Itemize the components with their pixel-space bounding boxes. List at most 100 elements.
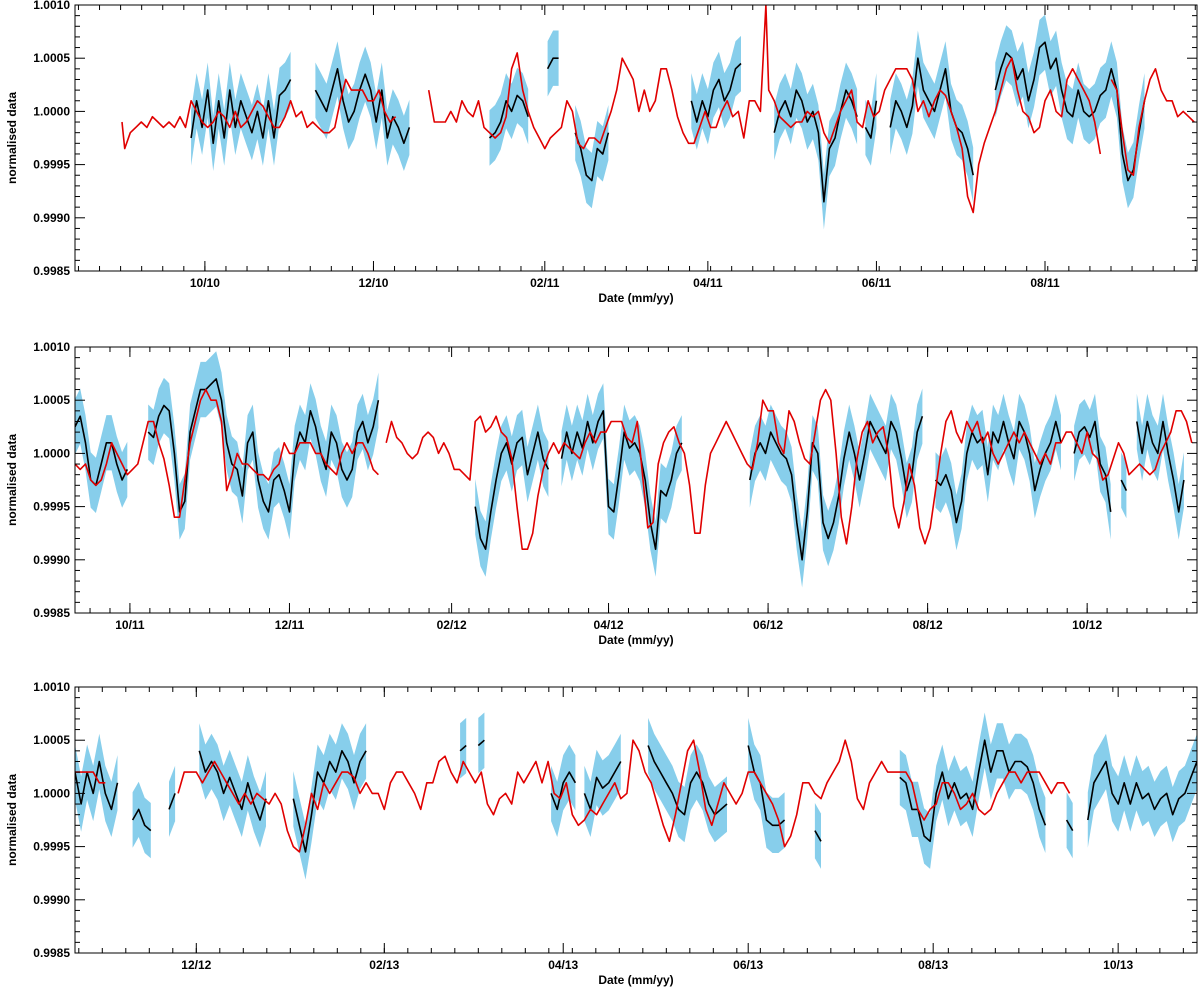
x-axis-title: Date (mm/yy) xyxy=(598,973,673,987)
chart-panel-2: 0.9985 0.9990 0.9995 1.0000 1.0005 1.0010 10/1… xyxy=(5,340,1198,647)
y-tick-label: 1.0005 xyxy=(33,733,70,747)
y-tick-label: 0.9985 xyxy=(33,606,70,620)
uncertainty-band xyxy=(293,723,367,880)
observed-series-line xyxy=(864,100,878,139)
model-series-line xyxy=(121,78,397,150)
x-tick-label: 10/12 xyxy=(1072,618,1102,632)
observed-series-line xyxy=(546,57,559,70)
observed-series-line xyxy=(899,739,1047,843)
uncertainty-band xyxy=(315,41,410,172)
observed-series-line xyxy=(1136,420,1185,513)
x-tick-label: 08/13 xyxy=(918,958,948,972)
observed-series-line xyxy=(690,62,742,123)
observed-series-line xyxy=(889,57,974,176)
x-tick-label: 08/11 xyxy=(1030,276,1060,290)
observed-series-line xyxy=(550,771,577,811)
model-series-line xyxy=(177,739,1071,853)
x-axis-title: Date (mm/yy) xyxy=(598,633,673,647)
observed-series-line xyxy=(198,750,267,821)
uncertainty-band xyxy=(191,51,291,171)
model-series-line xyxy=(427,5,1102,214)
x-tick-label: 02/11 xyxy=(530,276,560,290)
chart-panel-1: 0.9985 0.9990 0.9995 1.0000 1.0005 1.0010 10/1… xyxy=(5,0,1198,305)
x-tick-label: 06/11 xyxy=(862,276,892,290)
y-tick-label: 1.0010 xyxy=(33,680,70,694)
uncertainty-band xyxy=(865,73,877,166)
uncertainty-band xyxy=(561,383,682,577)
plot-area xyxy=(75,712,1197,880)
y-tick-label: 0.9990 xyxy=(33,553,70,567)
uncertainty-band xyxy=(995,14,1145,209)
observed-series-line xyxy=(168,793,176,810)
y-axis-title: normalised data xyxy=(5,774,19,866)
x-tick-label: 10/10 xyxy=(190,276,220,290)
y-tick-label: 0.9985 xyxy=(33,946,70,960)
observed-series-line xyxy=(459,744,467,752)
plot-area xyxy=(75,351,1193,588)
plot-frame xyxy=(74,686,1198,954)
x-tick-label: 02/12 xyxy=(437,618,467,632)
y-tick-label: 0.9985 xyxy=(33,264,70,278)
uncertainty-band xyxy=(748,717,785,853)
uncertainty-band xyxy=(132,781,151,859)
observed-series-line xyxy=(75,415,129,487)
observed-series-line xyxy=(574,132,610,182)
y-tick-label: 1.0000 xyxy=(33,104,70,118)
observed-series-line xyxy=(477,739,485,747)
y-tick-label: 0.9990 xyxy=(33,211,70,225)
y-tick-label: 0.9995 xyxy=(33,840,70,854)
x-tick-label: 10/13 xyxy=(1103,958,1133,972)
observed-series-line xyxy=(749,415,924,561)
observed-series-line xyxy=(292,749,367,853)
uncertainty-band xyxy=(691,35,741,150)
x-tick-label: 04/12 xyxy=(594,618,624,632)
x-tick-label: 04/13 xyxy=(548,958,578,972)
plot-frame xyxy=(74,4,1198,272)
observed-series-line xyxy=(647,745,728,816)
observed-series-line xyxy=(190,79,292,145)
y-tick-label: 1.0010 xyxy=(33,340,70,354)
model-series-line xyxy=(75,388,379,519)
y-axis-title: normalised data xyxy=(5,92,19,184)
model-series-line xyxy=(1110,68,1195,176)
observed-series-line xyxy=(1087,760,1197,821)
x-tick-label: 04/11 xyxy=(693,276,723,290)
observed-series-line xyxy=(814,830,822,842)
uncertainty-band xyxy=(489,67,529,166)
plot-frame xyxy=(74,346,1198,614)
x-tick-label: 06/13 xyxy=(733,958,763,972)
uncertainty-band xyxy=(75,388,128,513)
observed-series-line xyxy=(488,94,529,139)
y-tick-label: 0.9995 xyxy=(33,500,70,514)
y-axis-title: normalised data xyxy=(5,434,19,526)
chart-panel-3: 0.9985 0.9990 0.9995 1.0000 1.0005 1.0010 12/1… xyxy=(5,680,1198,987)
uncertainty-band xyxy=(148,351,379,540)
observed-series-line xyxy=(1120,479,1128,491)
observed-series-line xyxy=(1073,420,1112,513)
uncertainty-band xyxy=(1074,393,1111,540)
observed-series-line xyxy=(1065,819,1074,831)
x-tick-label: 06/12 xyxy=(753,618,783,632)
y-tick-label: 1.0000 xyxy=(33,446,70,460)
model-series-line xyxy=(385,388,1193,551)
x-tick-label: 08/12 xyxy=(913,618,943,632)
y-tick-label: 1.0005 xyxy=(33,393,70,407)
x-tick-label: 02/13 xyxy=(369,958,399,972)
uncertainty-band xyxy=(1087,733,1197,848)
observed-series-line xyxy=(773,89,858,203)
x-axis-title: Date (mm/yy) xyxy=(598,291,673,305)
uncertainty-band xyxy=(1136,393,1184,540)
observed-series-line xyxy=(994,41,1146,182)
x-tick-label: 12/10 xyxy=(358,276,388,290)
y-tick-label: 0.9995 xyxy=(33,158,70,172)
uncertainty-band xyxy=(575,105,609,209)
uncertainty-band xyxy=(935,393,1061,551)
uncertainty-band xyxy=(774,62,858,230)
uncertainty-band xyxy=(899,712,1046,869)
y-tick-label: 0.9990 xyxy=(33,893,70,907)
plot-area xyxy=(121,5,1195,230)
x-tick-label: 12/12 xyxy=(181,958,211,972)
observed-series-line xyxy=(131,808,152,832)
x-tick-label: 12/11 xyxy=(275,618,305,632)
